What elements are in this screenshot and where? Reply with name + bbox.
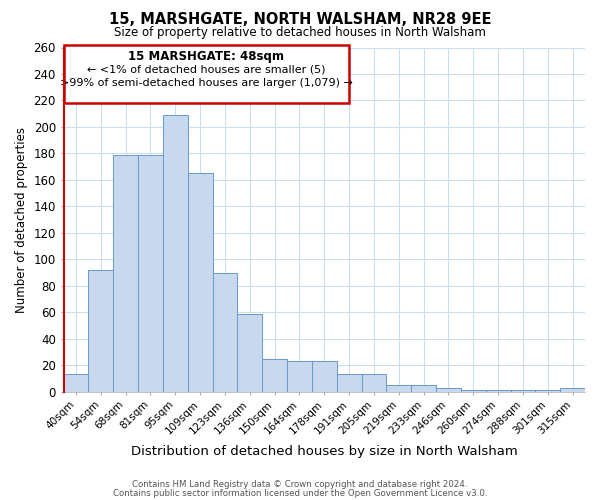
X-axis label: Distribution of detached houses by size in North Walsham: Distribution of detached houses by size … [131,444,518,458]
Bar [88,270,113,392]
Text: ← <1% of detached houses are smaller (5): ← <1% of detached houses are smaller (5) [87,64,326,74]
Bar [64,374,88,392]
Text: Contains HM Land Registry data © Crown copyright and database right 2024.: Contains HM Land Registry data © Crown c… [132,480,468,489]
Bar [337,374,362,392]
Text: >99% of semi-detached houses are larger (1,079) →: >99% of semi-detached houses are larger … [60,78,353,88]
Bar [436,388,461,392]
Bar [511,390,535,392]
Bar [188,174,212,392]
Bar [238,314,262,392]
Bar [262,358,287,392]
Text: Contains public sector information licensed under the Open Government Licence v3: Contains public sector information licen… [113,488,487,498]
Text: Size of property relative to detached houses in North Walsham: Size of property relative to detached ho… [114,26,486,39]
Bar [113,154,138,392]
FancyBboxPatch shape [64,45,349,103]
Text: 15 MARSHGATE: 48sqm: 15 MARSHGATE: 48sqm [128,50,284,63]
Bar [287,361,312,392]
Bar [411,385,436,392]
Y-axis label: Number of detached properties: Number of detached properties [15,126,28,312]
Bar [138,154,163,392]
Bar [362,374,386,392]
Bar [212,272,238,392]
Bar [386,385,411,392]
Bar [461,390,485,392]
Bar [560,388,585,392]
Bar [485,390,511,392]
Bar [535,390,560,392]
Text: 15, MARSHGATE, NORTH WALSHAM, NR28 9EE: 15, MARSHGATE, NORTH WALSHAM, NR28 9EE [109,12,491,28]
Bar [163,115,188,392]
Bar [312,361,337,392]
